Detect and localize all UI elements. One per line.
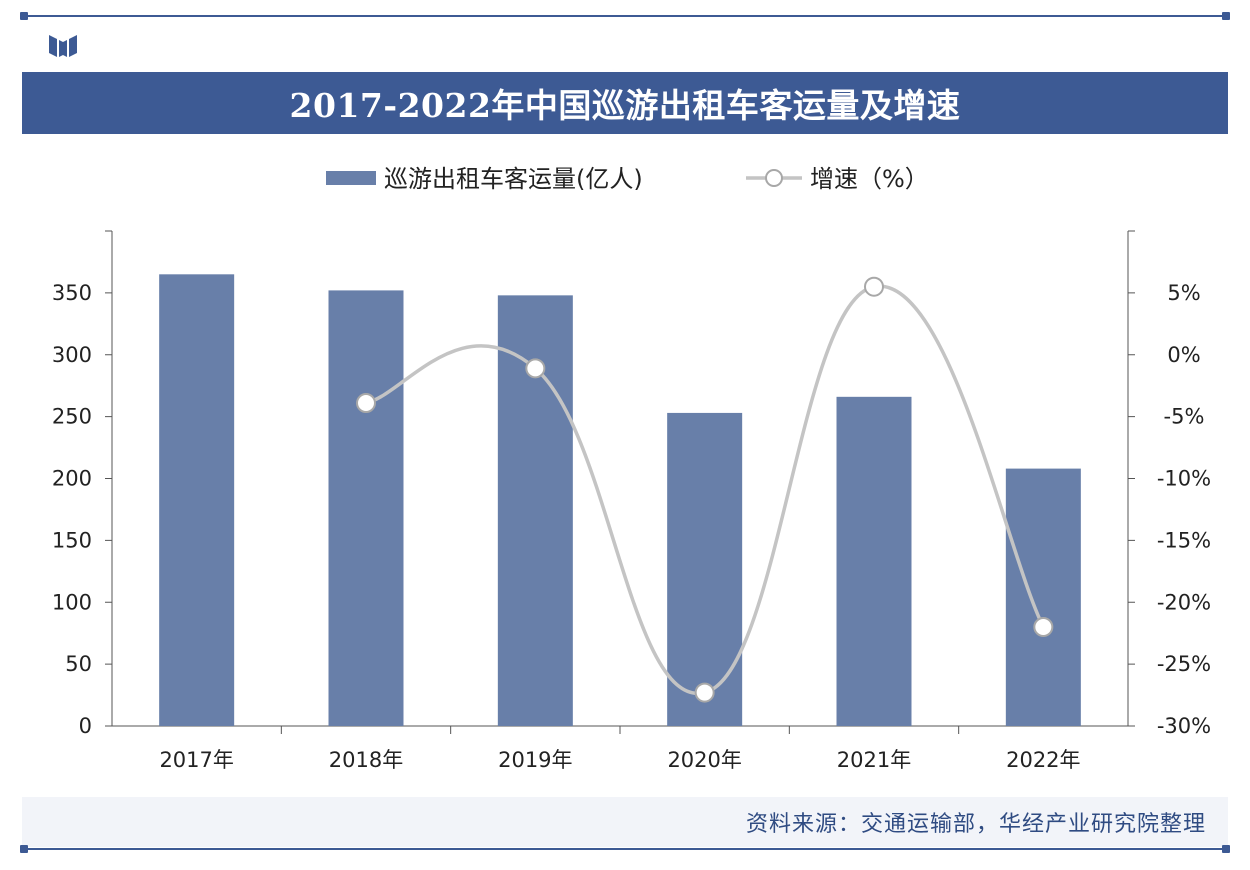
right-axis-tick-label: -10% [1157, 467, 1211, 491]
legend-label-growth: 增速（%） [810, 165, 929, 193]
right-axis-tick-label: -25% [1157, 652, 1211, 676]
bar-2021年 [836, 396, 912, 726]
left-axis-tick-label: 200 [52, 467, 92, 491]
right-axis-tick-label: -30% [1157, 714, 1211, 738]
right-axis-tick-label: -15% [1157, 528, 1211, 552]
bar-2020年 [667, 412, 743, 726]
bar-2022年 [1005, 468, 1081, 726]
legend-swatch-bar [326, 171, 376, 185]
bottom-border-rule [20, 845, 1230, 853]
right-axis-tick-label: -5% [1164, 405, 1205, 429]
x-axis-tick-label: 2020年 [667, 748, 741, 772]
legend-label-bar: 巡游出租车客运量(亿人) [384, 165, 643, 193]
x-axis-tick-label: 2022年 [1006, 748, 1080, 772]
growth-rate-point [1033, 617, 1054, 637]
left-axis-tick-label: 300 [52, 343, 92, 367]
top-border-rule [20, 12, 1230, 20]
growth-rate-point [525, 358, 546, 379]
growth-rate-point [356, 393, 376, 414]
chart-title-band: 2017-2022年中国巡游出租车客运量及增速 [22, 72, 1228, 134]
source-band: 资料来源：交通运输部，华经产业研究院整理 [22, 797, 1228, 847]
source-note: 资料来源：交通运输部，华经产业研究院整理 [745, 812, 1206, 837]
x-axis-tick-label: 2017年 [159, 748, 233, 772]
legend-marker-growth [765, 169, 783, 187]
left-axis-tick-label: 350 [52, 281, 92, 305]
growth-rate-point [864, 276, 884, 297]
growth-rate-line [365, 284, 1045, 695]
left-axis-tick-label: 100 [52, 590, 92, 614]
x-axis-tick-label: 2018年 [329, 748, 403, 772]
brand-logo-icon [49, 35, 77, 57]
bar-2018年 [328, 290, 404, 726]
left-axis-tick-label: 0 [79, 714, 92, 738]
growth-rate-point [694, 682, 715, 703]
left-axis-tick-label: 250 [52, 405, 92, 429]
right-axis-tick-label: 0% [1167, 343, 1200, 367]
left-axis-tick-label: 50 [65, 652, 92, 676]
x-axis-tick-label: 2021年 [837, 748, 911, 772]
chart-title: 2017-2022年中国巡游出租车客运量及增速 [289, 86, 961, 125]
left-axis-tick-label: 150 [52, 528, 92, 552]
right-axis-tick-label: -20% [1157, 590, 1211, 614]
right-axis-tick-label: 5% [1167, 281, 1200, 305]
x-axis-tick-label: 2019年 [498, 748, 572, 772]
bar-2017年 [159, 274, 235, 726]
